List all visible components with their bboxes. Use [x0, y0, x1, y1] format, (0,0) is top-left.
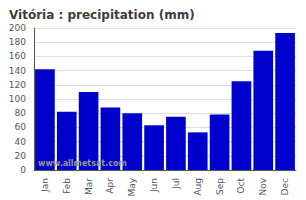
- svg-text:0: 0: [20, 165, 26, 175]
- svg-text:200: 200: [9, 23, 26, 33]
- svg-text:Feb: Feb: [62, 178, 72, 194]
- svg-text:Dec: Dec: [280, 178, 290, 195]
- svg-text:160: 160: [9, 51, 26, 61]
- svg-text:Mar: Mar: [84, 178, 94, 195]
- svg-text:120: 120: [9, 80, 26, 90]
- svg-text:Aug: Aug: [193, 178, 203, 196]
- svg-text:Oct: Oct: [236, 178, 246, 194]
- svg-text:Apr: Apr: [105, 178, 115, 194]
- svg-text:Vitória : precipitation (mm): Vitória : precipitation (mm): [9, 8, 195, 22]
- svg-text:www.allmetsat.com: www.allmetsat.com: [38, 159, 127, 168]
- svg-text:May: May: [127, 177, 137, 196]
- svg-text:80: 80: [15, 108, 27, 118]
- svg-text:40: 40: [15, 137, 27, 147]
- svg-text:60: 60: [15, 122, 27, 132]
- svg-text:100: 100: [9, 94, 26, 104]
- svg-text:Sep: Sep: [215, 178, 225, 195]
- svg-text:Jan: Jan: [40, 178, 50, 193]
- svg-text:180: 180: [9, 37, 26, 47]
- svg-text:Jun: Jun: [149, 178, 159, 193]
- svg-text:140: 140: [9, 66, 26, 76]
- svg-text:Jul: Jul: [171, 178, 181, 190]
- svg-text:20: 20: [15, 151, 27, 161]
- svg-text:Nov: Nov: [258, 177, 268, 195]
